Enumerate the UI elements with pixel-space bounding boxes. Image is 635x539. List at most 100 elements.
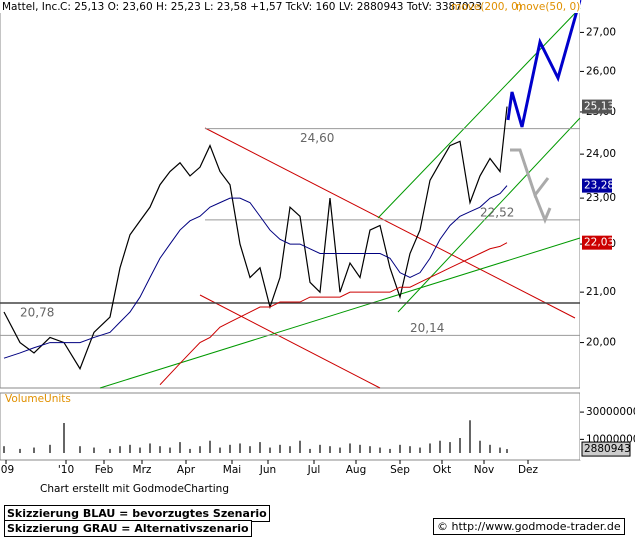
price-panel xyxy=(0,0,581,389)
trend-line xyxy=(397,117,581,313)
x-tick-label: '10 xyxy=(58,464,74,476)
symbol: Mattel, Inc. xyxy=(2,1,61,13)
series-line xyxy=(3,106,508,371)
volume-bar xyxy=(159,446,161,453)
volume-bar xyxy=(419,447,421,453)
volume-bar xyxy=(409,446,411,453)
trend-line xyxy=(199,294,381,389)
volume-bar xyxy=(239,443,241,453)
volume-bar xyxy=(359,444,361,453)
value-label-box xyxy=(582,178,612,193)
note-gray: Skizzierung GRAU = Alternativszenario xyxy=(4,520,252,537)
legend-entry: move(50, 0) xyxy=(516,1,580,13)
gray-scenario xyxy=(533,194,552,224)
trend-line xyxy=(204,127,576,319)
volume-bar xyxy=(506,449,508,453)
x-tick-label: Apr xyxy=(177,464,196,476)
volume-bar xyxy=(109,448,111,453)
url[interactable]: © http://www.godmode-trader.de xyxy=(433,518,625,535)
volume-bar xyxy=(329,446,331,453)
quote: C: 25,13 O: 23,60 H: 25,23 L: 23,58 +1,5… xyxy=(60,1,482,13)
series-line xyxy=(3,185,508,359)
note-blue: Skizzierung BLAU = bevorzugtes Szenario xyxy=(4,505,270,522)
value-label-box xyxy=(581,441,631,457)
volume-bar xyxy=(219,447,221,453)
volume-bar xyxy=(499,447,501,453)
volume-bar xyxy=(289,446,291,453)
volume-bar xyxy=(93,447,95,453)
volume-bar xyxy=(229,444,231,453)
y-tick-label: 24,00 xyxy=(586,148,616,160)
value-label: 22,03 xyxy=(584,237,614,249)
volume-bar xyxy=(199,446,201,453)
volume-bar xyxy=(449,442,451,453)
volume-bar xyxy=(19,448,21,453)
x-tick-label: Jul xyxy=(307,464,321,476)
value-label: 2880943 xyxy=(584,443,631,455)
volume-bar xyxy=(349,443,351,453)
volume-bar xyxy=(339,447,341,453)
value-label: 25,13 xyxy=(584,101,614,113)
x-tick-label: Feb xyxy=(95,464,114,476)
value-label-box xyxy=(582,99,612,114)
axis-panel xyxy=(580,0,635,460)
volume-bar xyxy=(249,446,251,453)
level-label: 20,78 xyxy=(20,306,54,320)
y-tick-label: 26,00 xyxy=(586,65,616,77)
volume-bar xyxy=(179,442,181,453)
volume-bar xyxy=(269,447,271,453)
volume-bar xyxy=(139,447,141,453)
volume-bar xyxy=(63,423,65,453)
volume-bar xyxy=(189,448,191,453)
level-label: 20,14 xyxy=(410,321,444,335)
value-label: 23,28 xyxy=(584,180,614,192)
y-tick-label: 23,00 xyxy=(586,192,616,204)
x-tick-label: Sep xyxy=(390,464,410,476)
volume-bar xyxy=(49,444,51,453)
volume-bar xyxy=(149,443,151,453)
volume-title: VolumeUnits xyxy=(5,393,71,405)
x-tick-label: Nov xyxy=(474,464,495,476)
x-tick-label: Okt xyxy=(433,464,451,476)
volume-bar xyxy=(399,444,401,453)
value-label-box xyxy=(582,235,612,250)
volume-bar xyxy=(119,446,121,453)
volume-bar xyxy=(479,440,481,453)
level-label: 24,60 xyxy=(300,131,334,145)
y-tick-label: 21,00 xyxy=(586,286,616,298)
legend-entry: move(200, 0) xyxy=(451,1,522,13)
x-tick-label: Jun xyxy=(259,464,276,476)
series-line xyxy=(159,242,508,386)
x-tick-label: Mai xyxy=(223,464,241,476)
volume-bar xyxy=(169,447,171,453)
volume-bar xyxy=(489,444,491,453)
volume-bar xyxy=(319,444,321,453)
y-tick-label: 27,00 xyxy=(586,26,616,38)
trend-line xyxy=(377,7,581,219)
volume-bar xyxy=(259,442,261,453)
volume-bar xyxy=(209,440,211,453)
credit: Chart erstellt mit GodmodeCharting xyxy=(40,483,229,495)
volume-bar xyxy=(469,420,471,453)
volume-bar xyxy=(33,447,35,453)
volume-bar xyxy=(299,440,301,453)
volume-bar xyxy=(369,446,371,453)
volume-bar xyxy=(379,447,381,453)
volume-bar xyxy=(279,444,281,453)
x-tick-label: Mrz xyxy=(133,464,152,476)
volume-bar xyxy=(309,448,311,453)
gray-scenario xyxy=(510,148,550,199)
volume-bar xyxy=(129,444,131,453)
volume-bar xyxy=(429,443,431,453)
blue-scenario xyxy=(506,0,582,128)
volume-bar xyxy=(439,440,441,453)
volume-bar xyxy=(389,448,391,453)
volume-bar xyxy=(79,446,81,453)
level-label: 22,52 xyxy=(480,205,514,219)
y-tick-label: 20,00 xyxy=(586,337,616,349)
x-tick-label: Aug xyxy=(346,464,367,476)
volume-bar xyxy=(3,446,5,453)
x-tick-label: '09 xyxy=(0,464,14,476)
